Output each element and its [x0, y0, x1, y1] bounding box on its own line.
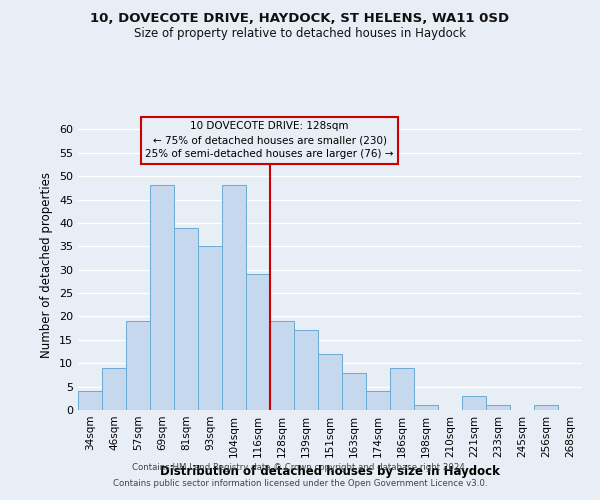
Y-axis label: Number of detached properties: Number of detached properties — [40, 172, 53, 358]
Bar — [414, 406, 438, 410]
X-axis label: Distribution of detached houses by size in Haydock: Distribution of detached houses by size … — [160, 466, 500, 478]
Text: Size of property relative to detached houses in Haydock: Size of property relative to detached ho… — [134, 28, 466, 40]
Bar — [78, 392, 102, 410]
Text: 10 DOVECOTE DRIVE: 128sqm
← 75% of detached houses are smaller (230)
25% of semi: 10 DOVECOTE DRIVE: 128sqm ← 75% of detac… — [145, 122, 394, 160]
Bar — [126, 321, 150, 410]
Text: 10, DOVECOTE DRIVE, HAYDOCK, ST HELENS, WA11 0SD: 10, DOVECOTE DRIVE, HAYDOCK, ST HELENS, … — [91, 12, 509, 26]
Bar — [270, 321, 294, 410]
Bar — [318, 354, 342, 410]
Bar — [150, 186, 174, 410]
Bar — [462, 396, 486, 410]
Bar — [102, 368, 126, 410]
Bar — [534, 406, 558, 410]
Bar — [174, 228, 198, 410]
Bar — [198, 246, 222, 410]
Bar — [246, 274, 270, 410]
Bar — [366, 392, 390, 410]
Text: Contains HM Land Registry data © Crown copyright and database right 2024.: Contains HM Land Registry data © Crown c… — [132, 464, 468, 472]
Bar — [294, 330, 318, 410]
Bar — [222, 186, 246, 410]
Bar — [342, 372, 366, 410]
Text: Contains public sector information licensed under the Open Government Licence v3: Contains public sector information licen… — [113, 478, 487, 488]
Bar — [486, 406, 510, 410]
Bar — [390, 368, 414, 410]
